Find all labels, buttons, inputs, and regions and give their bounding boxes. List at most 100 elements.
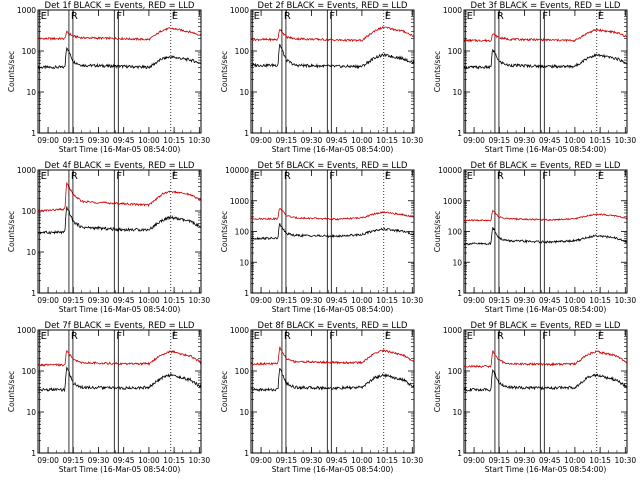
marker-label: E (598, 11, 604, 22)
x-axis-label: Start Time (16-Mar-05 08:54:00) (272, 305, 394, 314)
y-tick-label: 1 (31, 449, 36, 458)
x-axis-label: Start Time (16-Mar-05 08:54:00) (59, 465, 181, 474)
marker-label: R (497, 11, 504, 22)
panel-8: Det 8f BLACK = Events, RED = LLD 1 10 100 10… (220, 321, 423, 474)
series-events (37, 47, 202, 70)
y-tick-label: 1 (457, 129, 462, 138)
plot-frame (37, 9, 202, 134)
y-axis-label: Counts/sec (220, 371, 229, 412)
y-tick-label: 1000 (443, 197, 462, 206)
series-events (37, 366, 202, 393)
series-lld (463, 209, 628, 222)
y-axis-label: Counts/sec (7, 371, 16, 412)
x-axis-label: Start Time (16-Mar-05 08:54:00) (272, 465, 394, 474)
y-tick-label: 1 (244, 129, 249, 138)
plot-frame (250, 169, 415, 294)
x-tick-label: 10:30 (615, 136, 637, 145)
x-tick-label: 09:00 (463, 136, 485, 145)
marker-label: E (385, 11, 391, 22)
panel-1: Det 1f BLACK = Events, RED = LLD 1 10 100 10… (7, 1, 210, 154)
marker-label: E (254, 11, 260, 22)
x-axis-label: Start Time (16-Mar-05 08:54:00) (59, 305, 181, 314)
x-tick-label: 09:15 (62, 456, 84, 465)
panel-title: Det 7f BLACK = Events, RED = LLD (45, 321, 195, 331)
series-lld (37, 27, 202, 42)
y-axis-label: Counts/sec (7, 51, 16, 92)
marker-label: R (284, 171, 291, 182)
y-tick-label: 10000 (225, 166, 249, 175)
x-tick-label: 09:30 (88, 456, 110, 465)
marker-label: E (598, 171, 604, 182)
panel-title: Det 2f BLACK = Events, RED = LLD (258, 1, 408, 11)
x-tick-label: 09:00 (250, 296, 272, 305)
x-tick-label: 09:00 (250, 456, 272, 465)
y-tick-label: 1000 (443, 326, 462, 335)
series-events (463, 368, 628, 392)
y-tick-label: 1000 (230, 6, 249, 15)
y-tick-label: 100 (448, 367, 463, 376)
x-tick-label: 10:15 (589, 456, 611, 465)
x-tick-label: 09:15 (275, 136, 297, 145)
series-lld (37, 181, 202, 213)
marker-label: E (41, 331, 47, 342)
y-axis-label: Counts/sec (433, 371, 442, 412)
y-tick-label: 1000 (17, 6, 36, 15)
y-tick-label: 10 (26, 88, 36, 97)
x-axis-label: Start Time (16-Mar-05 08:54:00) (485, 145, 607, 154)
panel-title: Det 4f BLACK = Events, RED = LLD (45, 161, 195, 171)
y-tick-label: 10 (239, 88, 249, 97)
series-lld (250, 25, 415, 43)
series-events (463, 227, 628, 246)
panel-4: Det 4f BLACK = Events, RED = LLD 1 10 100 10… (7, 161, 210, 314)
panel-5: Det 5f BLACK = Events, RED = LLD 1 10 100 10… (220, 161, 423, 314)
y-axis-label: Counts/sec (220, 51, 229, 92)
x-tick-label: 09:45 (326, 136, 348, 145)
panel-title: Det 1f BLACK = Events, RED = LLD (45, 1, 195, 11)
x-tick-label: 09:00 (463, 456, 485, 465)
series-lld (250, 346, 415, 366)
y-axis-label: Counts/sec (433, 211, 442, 252)
y-tick-label: 1 (31, 129, 36, 138)
y-tick-label: 1000 (17, 166, 36, 175)
x-tick-label: 09:00 (463, 296, 485, 305)
y-tick-label: 100 (22, 47, 37, 56)
y-tick-label: 1 (244, 289, 249, 298)
x-tick-label: 09:15 (62, 296, 84, 305)
x-tick-label: 10:30 (615, 456, 637, 465)
series-events (250, 43, 415, 70)
y-tick-label: 10 (26, 248, 36, 257)
x-tick-label: 10:00 (564, 136, 586, 145)
x-tick-label: 10:00 (138, 136, 160, 145)
plot-frame (37, 329, 202, 454)
x-tick-label: 09:00 (37, 296, 59, 305)
y-tick-label: 1 (31, 289, 36, 298)
panel-2: Det 2f BLACK = Events, RED = LLD 1 10 100 10… (220, 1, 423, 154)
y-tick-label: 100 (235, 228, 250, 237)
x-tick-label: 10:15 (163, 136, 185, 145)
series-lld (463, 349, 628, 369)
x-tick-label: 09:30 (514, 456, 536, 465)
x-tick-label: 10:00 (564, 456, 586, 465)
y-tick-label: 100 (22, 207, 37, 216)
x-tick-label: 10:30 (402, 136, 424, 145)
marker-label: E (172, 331, 178, 342)
y-tick-label: 100 (448, 228, 463, 237)
x-tick-label: 10:15 (163, 296, 185, 305)
x-tick-label: 10:00 (564, 296, 586, 305)
marker-label: F (542, 11, 548, 22)
y-axis-label: Counts/sec (220, 211, 229, 252)
y-tick-label: 10000 (438, 166, 462, 175)
panel-title: Det 5f BLACK = Events, RED = LLD (258, 161, 408, 171)
y-tick-label: 100 (448, 47, 463, 56)
x-axis-label: Start Time (16-Mar-05 08:54:00) (485, 305, 607, 314)
y-tick-label: 10 (239, 408, 249, 417)
y-axis-label: Counts/sec (433, 51, 442, 92)
marker-label: F (116, 331, 122, 342)
panel-6: Det 6f BLACK = Events, RED = LLD 1 10 100 10… (433, 161, 636, 314)
x-tick-label: 10:30 (189, 136, 211, 145)
marker-label: R (284, 331, 291, 342)
x-tick-label: 09:30 (88, 296, 110, 305)
x-tick-label: 09:30 (514, 136, 536, 145)
marker-label: E (467, 171, 473, 182)
